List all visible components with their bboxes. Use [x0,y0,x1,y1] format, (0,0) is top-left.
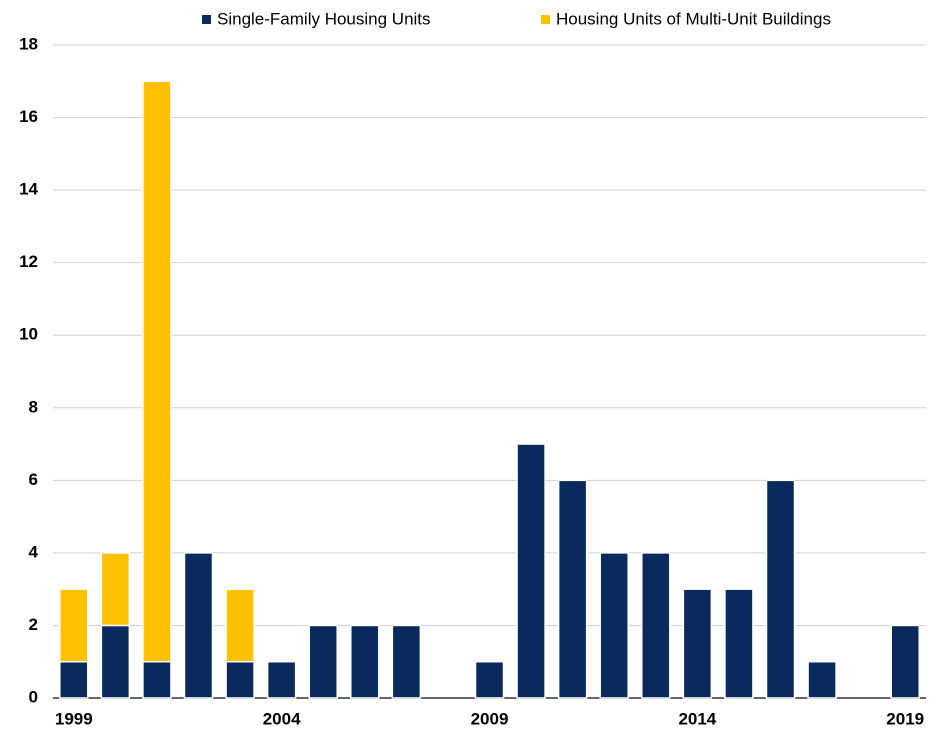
bar [100,624,131,699]
bar [350,624,380,699]
y-tick-label: 10 [19,325,38,344]
bar [183,552,214,699]
legend-swatch [541,15,550,24]
bar [266,660,297,699]
bar [516,443,546,699]
bar [765,479,796,699]
bar [391,624,422,699]
y-tick-label: 16 [19,107,38,126]
bar [807,660,837,699]
y-tick-label: 2 [29,615,38,634]
bar [890,624,920,699]
bar [59,660,89,699]
x-tick-label: 2019 [886,709,924,728]
bar [100,552,131,627]
y-tick-label: 6 [29,470,38,489]
bar [225,588,255,663]
x-tick-label: 2014 [678,709,716,728]
y-tick-label: 14 [19,180,38,199]
bar [59,588,89,663]
y-tick-label: 4 [29,542,39,561]
bar [724,588,754,699]
bar [225,660,255,699]
bar [682,588,713,699]
legend-label: Housing Units of Multi-Unit Buildings [556,9,831,28]
y-tick-label: 12 [19,252,38,271]
bar [308,624,338,699]
legend-swatch [202,15,211,24]
bar [557,479,588,699]
x-tick-label: 2004 [263,709,301,728]
y-tick-label: 0 [29,687,38,706]
legend-label: Single-Family Housing Units [217,9,431,28]
bar [599,552,629,699]
bar [474,660,505,699]
y-tick-label: 8 [29,397,38,416]
y-tick-label: 18 [19,34,38,53]
bar [142,660,172,699]
x-tick-label: 2009 [471,709,509,728]
bar [641,552,671,699]
x-tick-label: 1999 [55,709,93,728]
bar [142,80,172,663]
